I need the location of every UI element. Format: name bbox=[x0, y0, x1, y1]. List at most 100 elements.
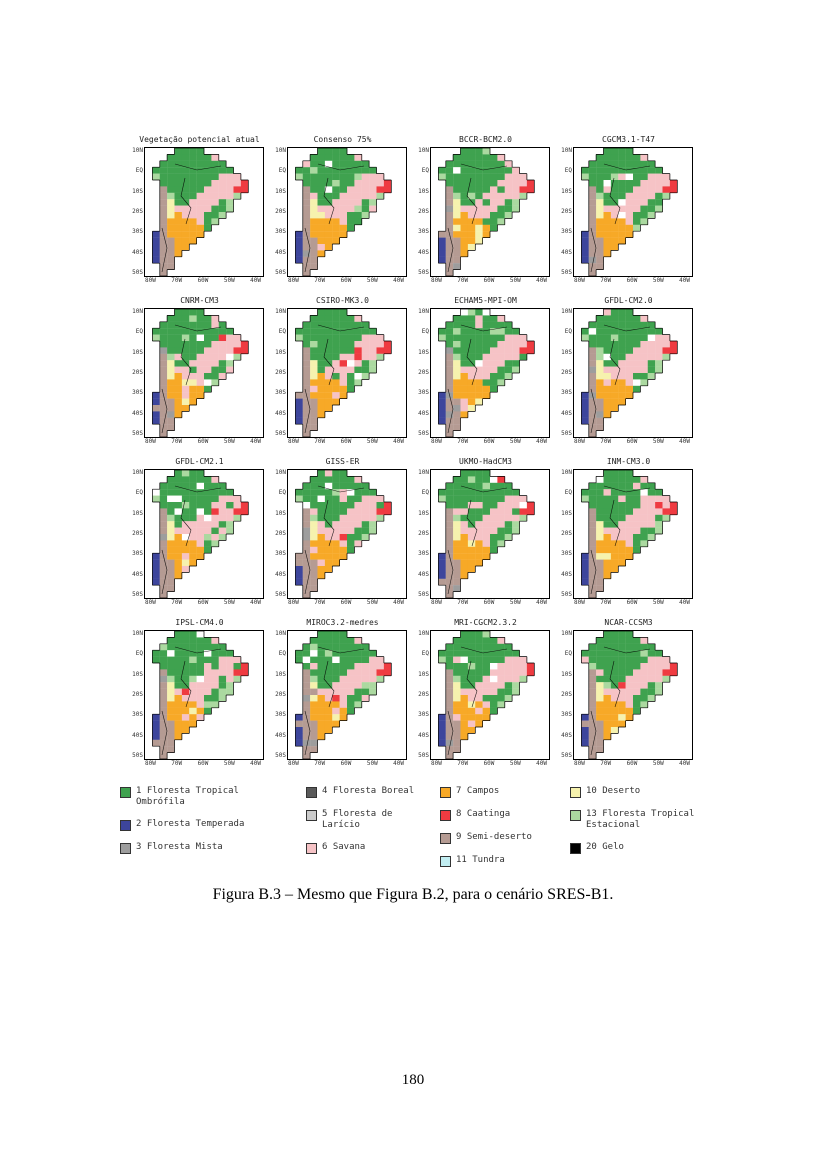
y-tick-label: 50S bbox=[418, 268, 429, 276]
y-tick-label: 20S bbox=[418, 368, 429, 376]
x-axis-labels: 80W 70W 60W 50W 40W bbox=[143, 599, 263, 607]
y-tick-label: 10N bbox=[275, 308, 286, 315]
legend-item: 3 Floresta Mista bbox=[120, 842, 306, 854]
legend-swatch bbox=[120, 843, 131, 854]
legend-label: 7 Campos bbox=[456, 786, 500, 796]
y-axis-labels: 10N EQ 10S 20S 30S 40S 50S bbox=[557, 147, 573, 277]
x-tick-label: 80W bbox=[574, 599, 585, 606]
y-axis-labels: 10N EQ 10S 20S 30S 40S 50S bbox=[557, 469, 573, 599]
y-tick-label: 40S bbox=[561, 570, 572, 578]
legend-swatch bbox=[570, 843, 581, 854]
x-axis-labels: 80W 70W 60W 50W 40W bbox=[572, 599, 692, 607]
y-tick-label: EQ bbox=[421, 489, 429, 497]
y-tick-label: 10N bbox=[418, 308, 429, 315]
y-tick-label: 50S bbox=[418, 751, 429, 759]
south-america-map bbox=[438, 470, 535, 598]
y-tick-label: 20S bbox=[275, 690, 286, 698]
y-tick-label: 20S bbox=[561, 529, 572, 537]
south-america-map bbox=[295, 309, 392, 437]
x-tick-label: 40W bbox=[393, 277, 404, 284]
x-tick-label: 80W bbox=[574, 277, 585, 284]
x-tick-label: 70W bbox=[314, 599, 326, 606]
y-tick-label: 50S bbox=[132, 268, 143, 276]
x-axis-labels: 80W 70W 60W 50W 40W bbox=[143, 277, 263, 285]
y-tick-label: 50S bbox=[561, 268, 572, 276]
y-tick-label: 20S bbox=[275, 368, 286, 376]
legend-column: 4 Floresta Boreal 5 Floresta de Larício 6 … bbox=[306, 786, 440, 867]
south-america-map bbox=[438, 309, 535, 437]
x-tick-label: 50W bbox=[509, 277, 521, 284]
x-tick-label: 80W bbox=[431, 277, 442, 284]
x-tick-label: 50W bbox=[652, 760, 664, 767]
south-america-map bbox=[581, 309, 678, 437]
y-tick-label: EQ bbox=[564, 650, 572, 658]
x-tick-label: 80W bbox=[288, 760, 299, 767]
y-tick-label: 30S bbox=[418, 389, 429, 397]
y-tick-label: 10N bbox=[275, 147, 286, 154]
y-tick-label: 30S bbox=[132, 550, 143, 558]
south-america-map bbox=[295, 148, 392, 276]
x-tick-label: 40W bbox=[536, 277, 547, 284]
x-tick-label: 70W bbox=[171, 277, 183, 284]
y-tick-label: EQ bbox=[278, 650, 286, 658]
y-tick-label: 40S bbox=[132, 570, 143, 578]
y-tick-label: 40S bbox=[132, 248, 143, 256]
panel-title: INM-CM3.0 bbox=[606, 457, 651, 466]
south-america-map bbox=[438, 631, 535, 759]
x-axis-labels: 80W 70W 60W 50W 40W bbox=[429, 760, 549, 768]
y-tick-label: 10N bbox=[418, 469, 429, 476]
y-axis-labels: 10N EQ 10S 20S 30S 40S 50S bbox=[271, 308, 287, 438]
y-tick-label: 40S bbox=[561, 248, 572, 256]
x-tick-label: 50W bbox=[223, 599, 235, 606]
y-tick-label: 10S bbox=[132, 348, 143, 356]
x-axis-labels: 80W 70W 60W 50W 40W bbox=[286, 438, 406, 446]
legend-label: 1 Floresta Tropical Ombrófila bbox=[136, 786, 239, 807]
south-america-map bbox=[152, 470, 249, 598]
x-tick-label: 60W bbox=[626, 760, 638, 767]
x-tick-label: 70W bbox=[314, 760, 326, 767]
y-tick-label: 30S bbox=[132, 389, 143, 397]
x-tick-label: 40W bbox=[393, 438, 404, 445]
x-tick-label: 70W bbox=[600, 760, 612, 767]
y-tick-label: 10S bbox=[418, 187, 429, 195]
x-axis-labels: 80W 70W 60W 50W 40W bbox=[286, 599, 406, 607]
legend-item: 2 Floresta Temperada bbox=[120, 819, 306, 831]
south-america-map bbox=[581, 148, 678, 276]
y-tick-label: 30S bbox=[418, 711, 429, 719]
y-tick-label: EQ bbox=[421, 650, 429, 658]
map-frame bbox=[573, 147, 693, 277]
y-tick-label: 10S bbox=[561, 509, 572, 517]
y-axis-labels: 10N EQ 10S 20S 30S 40S 50S bbox=[414, 630, 430, 760]
x-tick-label: 40W bbox=[679, 760, 690, 767]
y-axis-labels: 10N EQ 10S 20S 30S 40S 50S bbox=[128, 469, 144, 599]
panel-title: GISS-ER bbox=[325, 457, 360, 466]
legend-label: 8 Caatinga bbox=[456, 809, 511, 819]
map-panel: Consenso 75% 10N EQ 10S 20S 30S 40S 50S 80W 70W… bbox=[271, 134, 414, 285]
y-tick-label: EQ bbox=[421, 328, 429, 336]
y-tick-label: 50S bbox=[275, 590, 286, 598]
south-america-map bbox=[152, 148, 249, 276]
x-tick-label: 80W bbox=[288, 438, 299, 445]
panel-title: GFDL-CM2.1 bbox=[175, 457, 224, 466]
y-tick-label: 30S bbox=[561, 389, 572, 397]
y-axis-labels: 10N EQ 10S 20S 30S 40S 50S bbox=[557, 308, 573, 438]
x-tick-label: 60W bbox=[483, 760, 495, 767]
legend-label: 2 Floresta Temperada bbox=[136, 819, 245, 829]
x-axis-labels: 80W 70W 60W 50W 40W bbox=[286, 277, 406, 285]
x-tick-label: 60W bbox=[483, 277, 495, 284]
y-tick-label: 50S bbox=[561, 590, 572, 598]
south-america-map bbox=[581, 631, 678, 759]
panel-title: CNRM-CM3 bbox=[180, 296, 219, 305]
y-tick-label: 20S bbox=[275, 207, 286, 215]
y-tick-label: 30S bbox=[418, 228, 429, 236]
y-tick-label: 40S bbox=[418, 248, 429, 256]
legend-label: 20 Gelo bbox=[586, 842, 624, 852]
legend-swatch bbox=[440, 787, 451, 798]
y-tick-label: 30S bbox=[561, 711, 572, 719]
y-tick-label: 20S bbox=[418, 690, 429, 698]
x-tick-label: 40W bbox=[536, 438, 547, 445]
x-tick-label: 60W bbox=[340, 277, 352, 284]
x-tick-label: 50W bbox=[652, 599, 664, 606]
y-tick-label: EQ bbox=[564, 489, 572, 497]
y-tick-label: EQ bbox=[278, 167, 286, 175]
